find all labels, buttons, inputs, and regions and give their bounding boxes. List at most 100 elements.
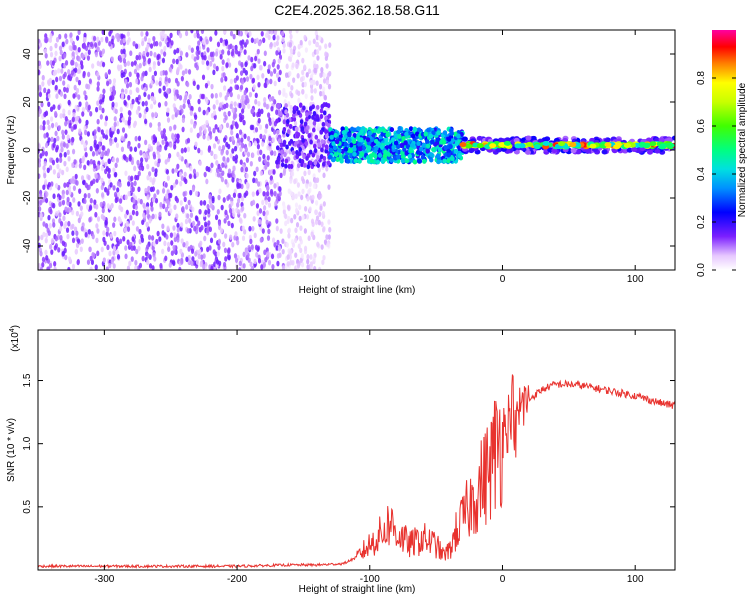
- heatmap-cell: [465, 143, 473, 149]
- heatmap-cell: [291, 194, 296, 201]
- heatmap-cell: [142, 60, 146, 67]
- heatmap-cell: [89, 180, 94, 187]
- heatmap-cell: [322, 78, 327, 84]
- heatmap-cell: [179, 180, 183, 187]
- heatmap-cell: [245, 39, 249, 45]
- heatmap-cell: [84, 94, 88, 101]
- heatmap-cell: [158, 211, 162, 218]
- heatmap-cell: [268, 135, 272, 142]
- heatmap-cell: [312, 143, 317, 149]
- heatmap-cell: [293, 120, 298, 127]
- heatmap-cell: [269, 71, 274, 77]
- heatmap-cell: [144, 187, 148, 194]
- heatmap-cell: [71, 51, 75, 57]
- heatmap-cell: [237, 197, 241, 204]
- heatmap-cell: [49, 116, 54, 122]
- heatmap-cell: [352, 139, 357, 145]
- heatmap-cell: [197, 106, 202, 113]
- heatmap-cell: [176, 232, 180, 239]
- heatmap-cell: [232, 192, 237, 199]
- x-tick-label: 100: [627, 574, 644, 585]
- heatmap-cell: [80, 238, 84, 244]
- heatmap-cell: [67, 109, 71, 116]
- heatmap-cell: [186, 213, 190, 219]
- heatmap-cell: [304, 141, 309, 147]
- heatmap-cell: [343, 141, 348, 147]
- heatmap-cell: [258, 124, 263, 130]
- heatmap-cell: [298, 215, 302, 222]
- heatmap-cell: [218, 102, 223, 108]
- heatmap-cell: [63, 151, 67, 158]
- snr-background: [38, 330, 675, 570]
- heatmap-cell: [265, 103, 269, 110]
- heatmap-cell: [53, 110, 58, 117]
- heatmap-cell: [120, 135, 124, 141]
- heatmap-cell: [112, 245, 117, 252]
- heatmap-cell: [137, 135, 142, 142]
- heatmap-cell: [248, 31, 252, 37]
- heatmap-cell: [240, 61, 244, 68]
- heatmap-cell: [313, 67, 317, 74]
- heatmap-cell: [197, 253, 201, 260]
- heatmap-cell: [141, 255, 145, 262]
- heatmap-cell: [292, 109, 297, 115]
- heatmap-cell: [178, 154, 182, 161]
- heatmap-cell: [254, 244, 259, 251]
- heatmap-cell: [239, 84, 244, 91]
- heatmap-cell: [178, 266, 182, 270]
- snr-scale-text: (x10: [10, 332, 21, 352]
- heatmap-cell: [191, 220, 196, 227]
- heatmap-cell: [124, 88, 128, 95]
- heatmap-cell: [309, 106, 313, 112]
- heatmap-cell: [283, 152, 287, 158]
- heatmap-cell: [139, 198, 143, 205]
- heatmap-cell: [263, 101, 267, 108]
- heatmap-cell: [199, 200, 203, 206]
- heatmap-cell: [264, 82, 268, 89]
- heatmap-cell: [400, 150, 405, 156]
- heatmap-cell: [261, 141, 265, 147]
- heatmap-cell: [300, 261, 305, 268]
- heatmap-cell: [211, 195, 215, 202]
- heatmap-cell: [64, 60, 69, 66]
- heatmap-cell: [96, 36, 100, 43]
- heatmap-cell: [118, 238, 123, 245]
- heatmap-cell: [54, 50, 58, 57]
- heatmap-cell: [112, 222, 116, 228]
- heatmap-cell: [190, 30, 194, 34]
- heatmap-cell: [257, 117, 261, 124]
- heatmap-cell: [296, 263, 301, 269]
- heatmap-cell: [227, 220, 231, 227]
- heatmap-cell: [286, 129, 291, 135]
- heatmap-cell: [144, 70, 148, 77]
- heatmap-cell: [38, 263, 41, 269]
- heatmap-cell: [197, 147, 201, 154]
- heatmap-cell: [281, 265, 286, 270]
- heatmap-cell: [236, 202, 240, 208]
- heatmap-cell: [41, 81, 45, 87]
- heatmap-cell: [133, 180, 137, 187]
- heatmap-cell: [116, 191, 121, 198]
- heatmap-cell: [382, 153, 388, 159]
- heatmap-cell: [198, 160, 202, 166]
- heatmap-cell: [137, 245, 141, 252]
- heatmap-cell: [666, 137, 673, 143]
- heatmap-cell: [416, 127, 422, 133]
- heatmap-cell: [147, 234, 152, 241]
- heatmap-cell: [272, 129, 277, 135]
- heatmap-cell: [49, 244, 53, 250]
- heatmap-cell: [175, 197, 180, 204]
- heatmap-cell: [218, 91, 223, 98]
- heatmap-cell: [201, 59, 205, 65]
- heatmap-cell: [38, 91, 43, 98]
- heatmap-cell: [175, 58, 179, 65]
- heatmap-cell: [189, 165, 193, 172]
- heatmap-cell: [57, 104, 61, 111]
- heatmap-cell: [214, 92, 218, 99]
- heatmap-cell: [63, 160, 67, 167]
- heatmap-cell: [271, 61, 275, 68]
- heatmap-cell: [207, 54, 211, 61]
- heatmap-cell: [275, 72, 280, 79]
- heatmap-cell: [152, 153, 157, 160]
- heatmap-cell: [41, 150, 45, 156]
